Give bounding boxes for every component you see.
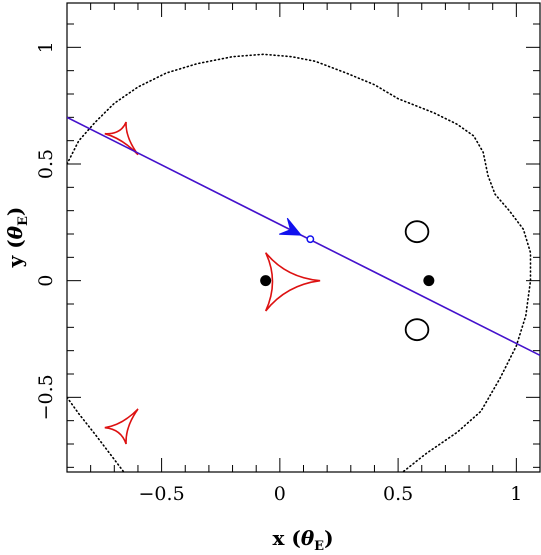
critical-curve xyxy=(67,53,532,472)
y-axis-label-theta: θ xyxy=(3,225,27,239)
y-tick-label: 1 xyxy=(35,41,57,53)
x-tick-label: 1 xyxy=(510,483,522,505)
caustic-lower-left xyxy=(104,408,139,445)
source-marker xyxy=(306,235,315,244)
x-axis-label-theta: θ xyxy=(301,526,315,550)
small-critical-curve xyxy=(404,220,430,244)
caustic-upper-left xyxy=(104,121,139,156)
critical-curves xyxy=(67,53,532,472)
y-axis-label-subscript: E xyxy=(16,216,31,226)
y-tick-label: 0.5 xyxy=(35,149,57,179)
direction-arrow-icon xyxy=(279,217,303,236)
y-tick-label: 0 xyxy=(35,275,57,287)
y-tick-label: −0.5 xyxy=(35,374,57,420)
caustics xyxy=(104,121,321,445)
x-tick-label: 0.5 xyxy=(383,483,413,505)
source-trajectory-group xyxy=(67,116,540,357)
y-axis-label-main: y xyxy=(3,254,27,268)
lens-point xyxy=(260,275,272,287)
x-axis-label: x (θE) xyxy=(272,526,333,554)
lens-points xyxy=(260,275,435,287)
tick-marks xyxy=(66,3,541,472)
lens-point xyxy=(423,275,435,287)
x-tick-label: −0.5 xyxy=(139,483,185,505)
x-tick-label: 0 xyxy=(274,483,286,505)
x-axis-label-subscript: E xyxy=(314,539,324,554)
x-axis-label-main: x xyxy=(272,526,285,550)
tick-labels: −0.5 0 0.5 1 −0.5 0 0.5 1 xyxy=(35,41,522,505)
source-trajectory xyxy=(67,116,540,357)
plot-frame xyxy=(66,2,541,473)
y-axis-label: y (θE) xyxy=(3,207,31,269)
small-critical-curve xyxy=(404,318,430,342)
caustic-central xyxy=(264,252,321,312)
critical-curve-lower-left xyxy=(67,396,125,472)
